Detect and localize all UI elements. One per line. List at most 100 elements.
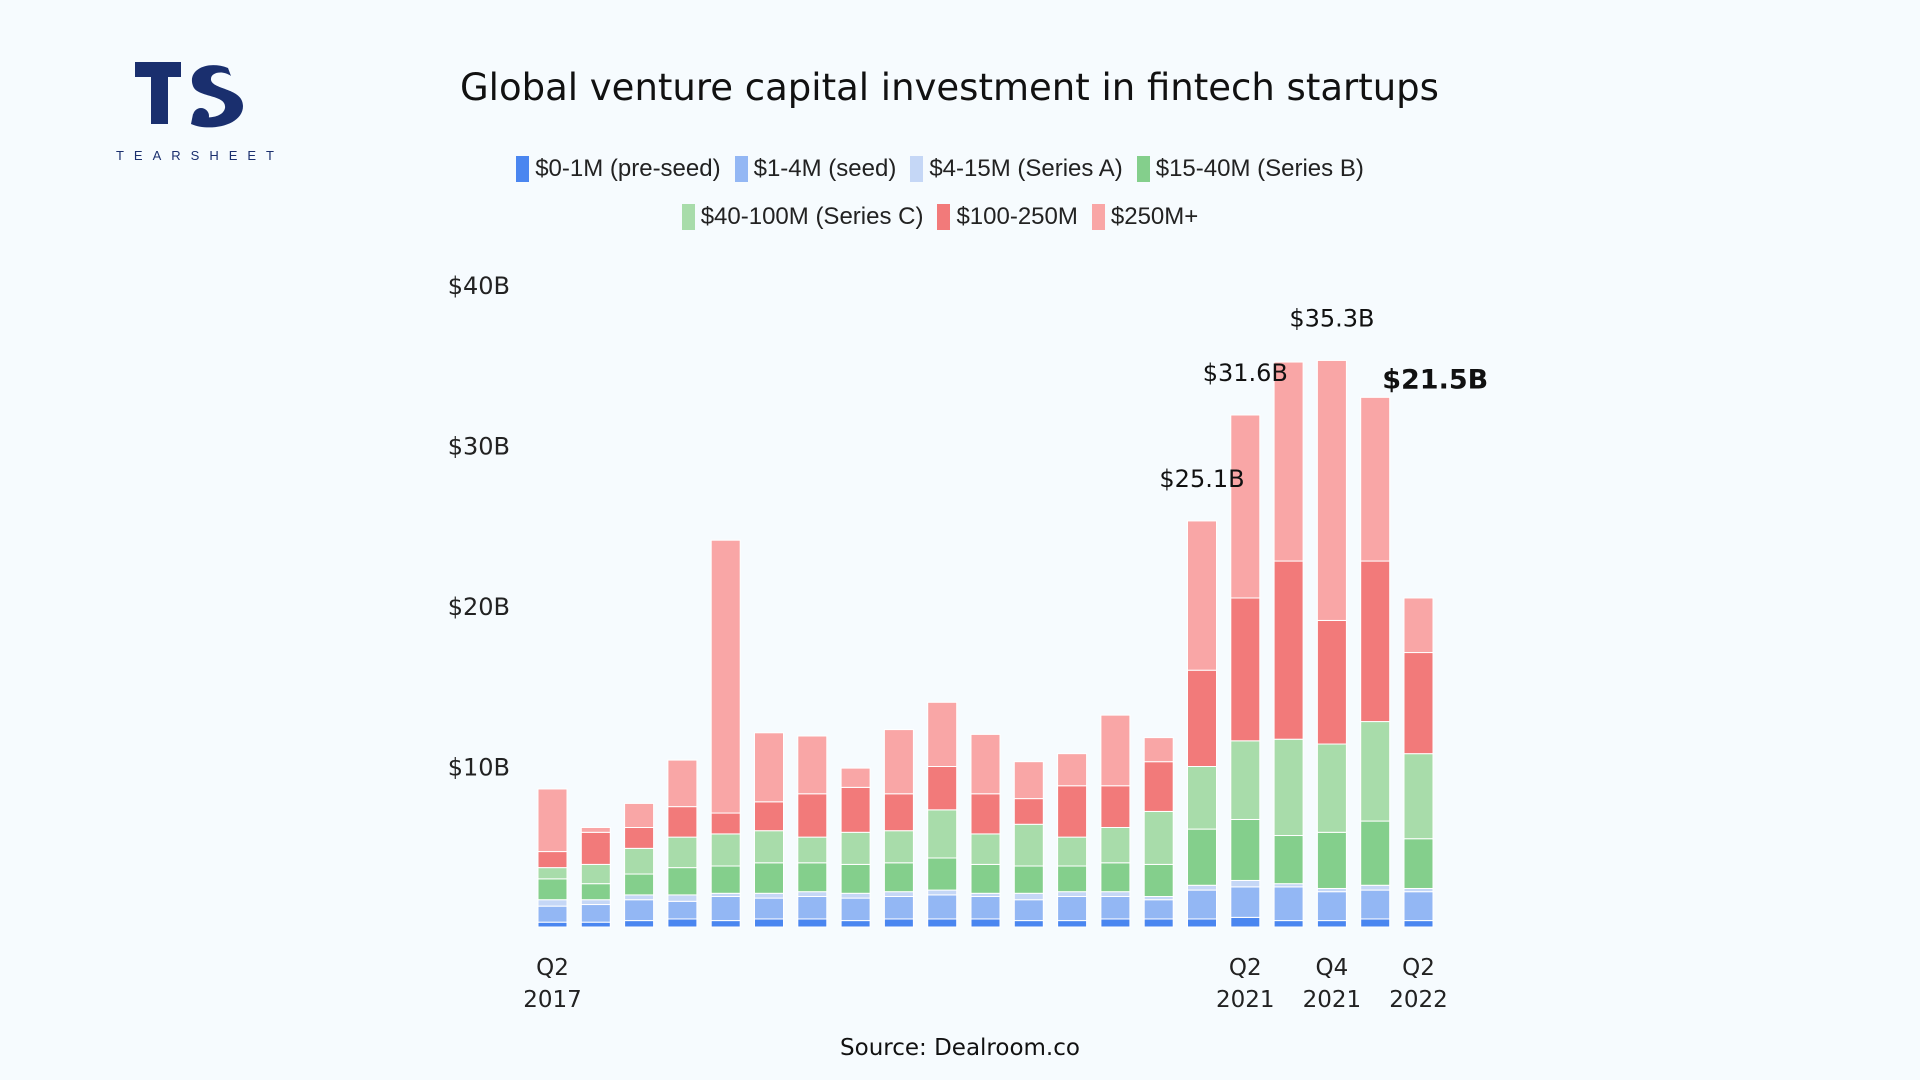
bar-segment [1230, 879, 1261, 888]
bar-segment [883, 830, 914, 864]
bar-segment [1273, 835, 1304, 885]
bar-segment [840, 786, 871, 833]
bar-segment [624, 894, 655, 901]
legend-label: $0-1M (pre-seed) [535, 155, 721, 182]
bar-segment [1057, 896, 1088, 922]
bar-segment [840, 767, 871, 788]
legend-label: $250M+ [1110, 203, 1199, 230]
legend-swatch [1136, 156, 1150, 182]
bar-segment [1100, 785, 1131, 828]
bar-segment [580, 883, 611, 901]
bar-segment [797, 896, 828, 920]
x-tick-label: 2017 [523, 987, 582, 1013]
bar-segment [1230, 916, 1261, 928]
bar-segment [1100, 896, 1131, 920]
bar-segment [1230, 414, 1261, 599]
legend-item: $0-1M (pre-seed) [516, 155, 721, 183]
logo-wordmark: TEARSHEET [115, 148, 284, 163]
bar-segment [970, 896, 1001, 920]
bar-segment [754, 918, 784, 928]
bar-segment [1057, 920, 1088, 928]
bar-segment [1403, 753, 1434, 840]
legend-swatch [1091, 204, 1105, 230]
data-label: $35.3B [1289, 304, 1374, 332]
bar-segment [883, 793, 914, 832]
bar-segment [970, 733, 1001, 795]
bar-segment [667, 759, 698, 808]
bar-segment [927, 894, 958, 920]
bar-segment [1057, 891, 1088, 898]
bar-segment [1403, 838, 1434, 889]
bar-segment [1316, 359, 1347, 621]
bar-segment [710, 920, 741, 928]
bar-segment [1013, 761, 1044, 800]
bar-segment [1273, 560, 1304, 740]
bar-segment [1013, 865, 1044, 894]
bar-segment [1057, 785, 1088, 838]
bar-segment [1360, 918, 1391, 928]
bar-segment [797, 735, 828, 795]
legend-label: $15-40M (Series B) [1155, 155, 1364, 182]
bar-segment [754, 892, 784, 899]
bar-segment [883, 891, 914, 898]
bar-segment [580, 921, 611, 928]
bar-segment [883, 918, 914, 928]
bar-segment [537, 851, 568, 869]
bar-segment [754, 732, 784, 803]
bar-segment [927, 701, 958, 767]
bar-segment [927, 918, 958, 928]
bar-segment [1100, 918, 1131, 928]
bar-segment [1230, 740, 1261, 820]
bar-segment [1273, 361, 1304, 562]
bar-segment [1057, 753, 1088, 787]
bar-segment [883, 729, 914, 795]
bar-segment [580, 904, 611, 923]
bar-segment [580, 826, 611, 833]
legend-label: $4-15M (Series A) [929, 155, 1123, 182]
bar-segment [1187, 828, 1217, 886]
bar-segment [1100, 714, 1131, 787]
bar-segment [537, 921, 568, 928]
bar-segment [1230, 818, 1261, 881]
bar-segment [840, 831, 871, 865]
bar-segment [537, 878, 568, 901]
x-tick-label: 2021 [1216, 987, 1275, 1013]
bar-segment [1057, 836, 1088, 867]
bar-segment [1143, 899, 1174, 920]
bar-segment [1360, 721, 1391, 822]
bar-segment [1403, 652, 1434, 755]
bar-segment [1316, 920, 1347, 928]
bar-segment [624, 802, 655, 828]
bar-segment [667, 894, 698, 902]
tearsheet-logo: TEARSHEET [100, 58, 290, 163]
legend-item: $100-250M [937, 203, 1078, 231]
bar-segment [1100, 862, 1131, 893]
bar-segment [840, 897, 871, 922]
legend-label: $1-4M (seed) [753, 155, 897, 182]
bar-segment [624, 920, 655, 928]
legend-swatch [937, 204, 951, 230]
bar-segment [927, 889, 958, 896]
legend-item: $40-100M (Series C) [681, 203, 923, 231]
x-tick-label: 2022 [1389, 987, 1448, 1013]
y-tick-label: $10B [448, 754, 510, 782]
chart-title: Global venture capital investment in fin… [460, 66, 1439, 109]
bar-segment [1360, 396, 1391, 562]
bar-segment [1403, 597, 1434, 654]
legend-item: $250M+ [1091, 203, 1199, 231]
x-tick-label: Q2 [1229, 955, 1262, 981]
bar-segment [1013, 892, 1044, 901]
bar-segment [970, 793, 1001, 835]
bar-segment [970, 833, 1001, 865]
bar-segment [754, 897, 784, 920]
bar-segment [1143, 863, 1174, 898]
bar-segment [927, 766, 958, 811]
bar-segment [710, 865, 741, 894]
bar-segment [1316, 619, 1347, 745]
legend-swatch [516, 156, 530, 182]
bar-segment [840, 892, 871, 899]
legend-swatch [681, 204, 695, 230]
bar-segment [667, 918, 698, 928]
legend-item: $15-40M (Series B) [1136, 155, 1364, 183]
